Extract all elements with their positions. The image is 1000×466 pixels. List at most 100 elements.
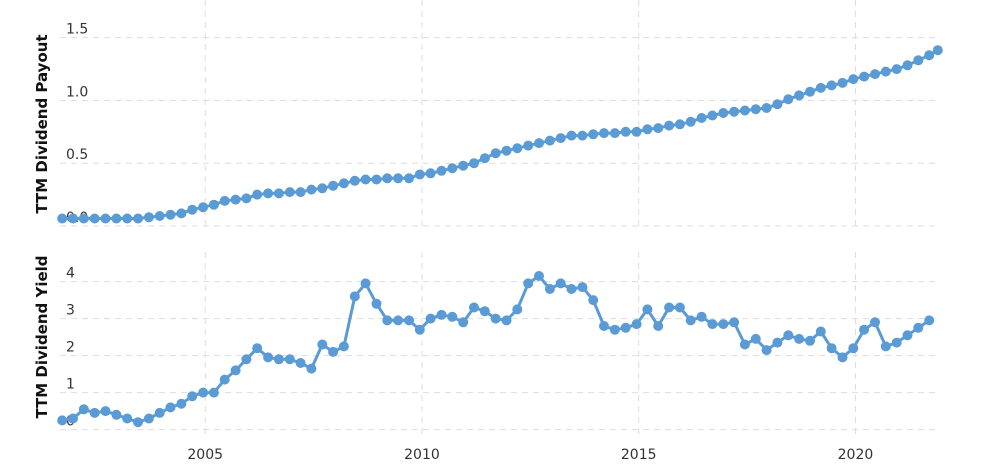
payout-data-point xyxy=(880,66,891,77)
payout-data-point xyxy=(414,169,425,180)
yield-data-point xyxy=(111,409,122,420)
yield-data-point xyxy=(273,354,284,365)
payout-data-point xyxy=(295,187,306,198)
payout-data-point xyxy=(393,173,404,184)
payout-data-point xyxy=(143,212,154,223)
yield-y-tick-label: 2 xyxy=(66,340,75,356)
yield-panel: TTM Dividend Yield 01234 xyxy=(33,252,940,437)
payout-data-point xyxy=(859,71,870,82)
payout-data-point xyxy=(469,158,479,169)
payout-data-point xyxy=(523,140,534,151)
payout-data-point xyxy=(826,80,837,91)
payout-data-point xyxy=(805,86,815,97)
yield-data-point xyxy=(815,326,826,337)
yield-data-point xyxy=(534,271,544,281)
payout-data-point xyxy=(631,126,642,137)
payout-data-point xyxy=(620,126,631,137)
payout-data-point xyxy=(870,69,880,80)
payout-data-point xyxy=(588,129,599,140)
yield-data-point xyxy=(78,404,89,415)
yield-data-point xyxy=(100,406,111,417)
payout-data-point xyxy=(338,178,349,189)
yield-data-point xyxy=(382,315,393,326)
yield-data-point xyxy=(761,345,772,356)
yield-data-point xyxy=(252,343,263,354)
payout-data-point xyxy=(208,199,219,210)
payout-data-point xyxy=(739,105,750,116)
payout-data-point xyxy=(609,128,620,139)
yield-data-point xyxy=(317,339,328,350)
payout-data-point xyxy=(89,213,100,224)
payout-data-point xyxy=(642,124,653,135)
yield-data-point xyxy=(165,402,176,413)
yield-data-point xyxy=(360,278,371,289)
payout-data-point xyxy=(783,94,794,105)
payout-data-point xyxy=(57,213,68,224)
yield-data-point xyxy=(122,413,133,424)
payout-data-point xyxy=(176,208,187,219)
yield-data-point xyxy=(859,324,870,335)
yield-data-point xyxy=(685,315,696,326)
yield-data-point xyxy=(848,343,859,354)
payout-data-point xyxy=(729,106,740,117)
yield-data-point xyxy=(523,278,534,289)
payout-data-point xyxy=(718,108,729,118)
payout-data-point xyxy=(501,145,512,156)
payout-data-point xyxy=(349,175,360,186)
payout-data-point xyxy=(219,195,230,206)
yield-data-point xyxy=(805,335,815,346)
yield-data-point xyxy=(263,352,274,363)
payout-panel: TTM Dividend Payout 0.00.51.01.5 xyxy=(33,0,943,227)
yield-data-point xyxy=(588,295,599,306)
payout-data-point xyxy=(252,189,263,200)
yield-data-point xyxy=(230,365,241,376)
payout-data-point xyxy=(371,174,382,185)
yield-y-tick-label: 3 xyxy=(66,303,75,319)
yield-data-point xyxy=(642,304,653,315)
yield-data-point xyxy=(664,302,675,313)
yield-data-point xyxy=(133,417,143,428)
yield-data-point xyxy=(609,324,620,335)
yield-data-point xyxy=(902,330,913,341)
yield-data-point xyxy=(870,317,880,328)
yield-data-point xyxy=(198,387,209,398)
payout-y-tick-label: 1.0 xyxy=(66,84,88,100)
payout-data-point xyxy=(913,55,924,66)
yield-data-point xyxy=(913,322,924,333)
yield-y-tick-label: 1 xyxy=(66,377,75,393)
payout-data-point xyxy=(664,120,675,131)
payout-data-point xyxy=(317,183,328,194)
yield-data-point xyxy=(880,341,891,352)
payout-data-point xyxy=(154,211,165,221)
yield-data-point xyxy=(891,337,902,348)
payout-data-point xyxy=(133,213,143,224)
x-tick-label: 2005 xyxy=(187,447,223,463)
x-tick-label: 2020 xyxy=(838,447,874,463)
payout-data-point xyxy=(241,193,252,204)
yield-data-point xyxy=(404,315,414,326)
payout-data-point xyxy=(566,130,577,141)
yield-data-point xyxy=(219,374,230,385)
yield-data-point xyxy=(241,354,252,365)
yield-data-point xyxy=(826,343,837,354)
payout-data-point xyxy=(794,90,805,101)
yield-data-point xyxy=(566,284,577,294)
yield-data-point xyxy=(349,291,360,302)
yield-data-point xyxy=(696,311,707,322)
yield-data-point xyxy=(837,352,848,363)
yield-data-point xyxy=(718,319,729,330)
yield-data-point xyxy=(544,284,555,294)
payout-data-point xyxy=(165,209,176,220)
payout-data-point xyxy=(284,187,295,198)
yield-data-point xyxy=(295,358,306,368)
payout-data-point xyxy=(404,173,414,184)
yield-data-point xyxy=(68,413,78,424)
payout-data-point xyxy=(111,213,122,224)
payout-data-point xyxy=(891,64,902,75)
yield-data-point xyxy=(631,319,642,330)
yield-data-point xyxy=(89,407,100,418)
yield-data-point xyxy=(436,309,447,320)
yield-data-point xyxy=(577,282,588,293)
yield-data-point xyxy=(143,413,154,424)
yield-data-point xyxy=(414,324,425,335)
